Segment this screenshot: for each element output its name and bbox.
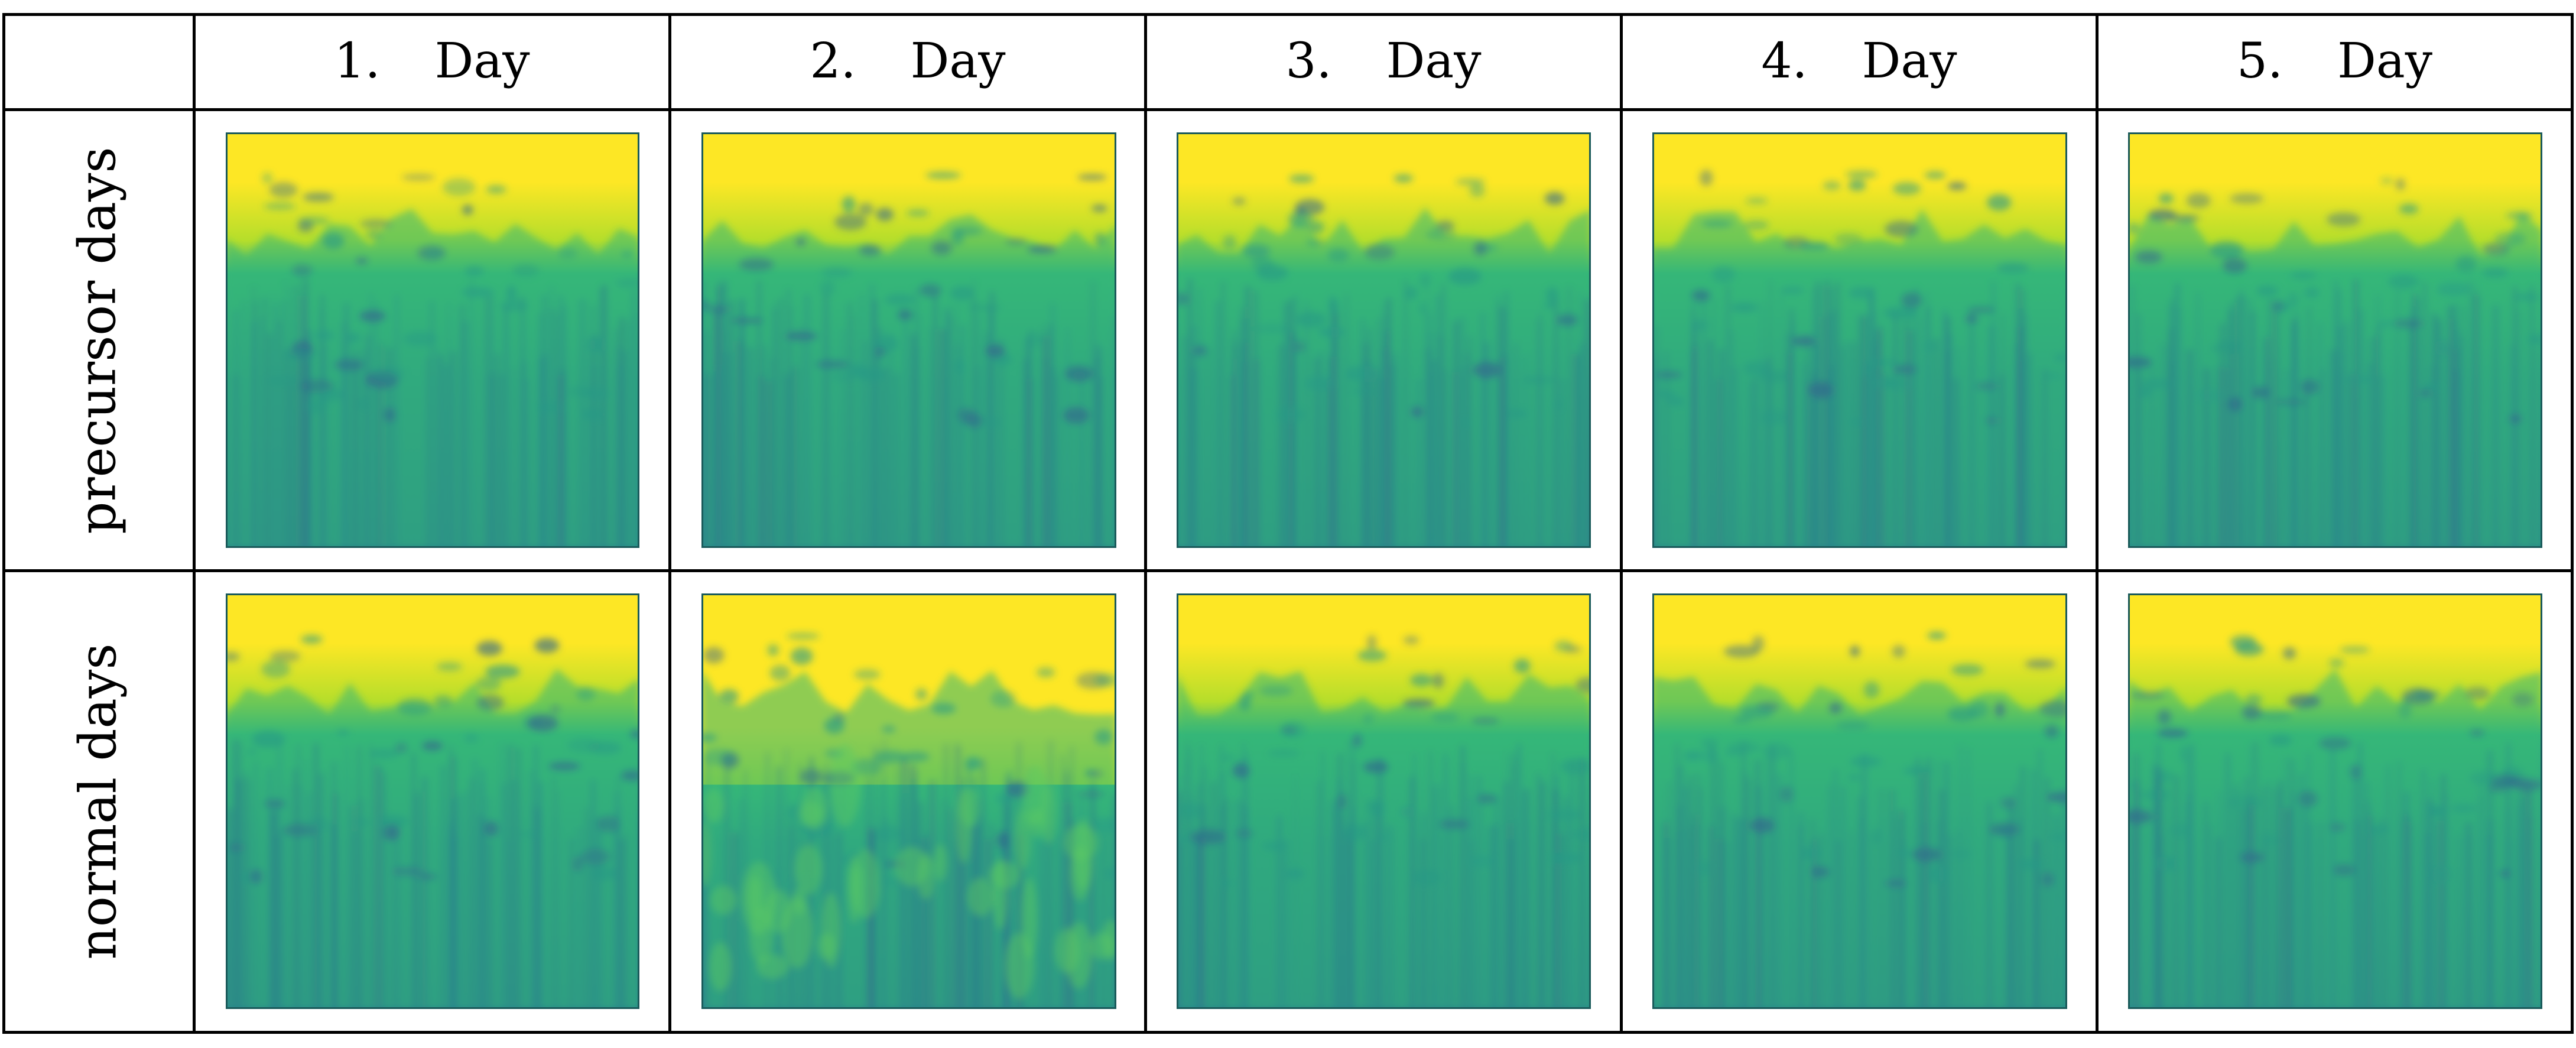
table-right-rule xyxy=(2571,13,2574,1034)
spectrogram-precursor-day-5 xyxy=(2128,132,2542,548)
spectrogram-normal-day-4 xyxy=(1652,593,2067,1009)
column-number: 2. xyxy=(810,33,856,89)
column-header-day-1: 1. Day xyxy=(196,13,668,109)
column-number: 1. xyxy=(334,33,381,89)
spectrogram-normal-day-2 xyxy=(701,593,1116,1009)
spectrogram-image xyxy=(701,132,1116,548)
spectrogram-image xyxy=(2128,593,2542,1009)
spectrogram-image xyxy=(1652,593,2067,1009)
spectrogram-image xyxy=(701,593,1116,1009)
spectrogram-image xyxy=(1177,593,1591,1009)
column-number: 3. xyxy=(1285,33,1332,89)
row-label-precursor-days: precursor days xyxy=(2,111,194,569)
column-label: Day xyxy=(910,33,1006,89)
spectrogram-normal-day-3 xyxy=(1177,593,1591,1009)
column-number: 5. xyxy=(2236,33,2283,89)
column-header-day-4: 4. Day xyxy=(1623,13,2096,109)
column-rule-3 xyxy=(1620,13,1623,1034)
column-header-day-5: 5. Day xyxy=(2099,13,2571,109)
column-rule-2 xyxy=(1144,13,1147,1034)
spectrogram-precursor-day-1 xyxy=(226,132,639,548)
spectrogram-image xyxy=(1177,132,1591,548)
column-number: 4. xyxy=(1761,33,1808,89)
spectrogram-image xyxy=(226,132,639,548)
spectrogram-image xyxy=(1652,132,2067,548)
header-rule xyxy=(2,108,2573,111)
column-label: Day xyxy=(1386,33,1482,89)
row-label-text: normal days xyxy=(69,643,128,960)
column-rule-4 xyxy=(2096,13,2099,1034)
column-label: Day xyxy=(434,33,530,89)
table-top-rule xyxy=(2,13,2573,16)
table-left-rule xyxy=(2,13,5,1034)
row-separator-rule xyxy=(2,569,2573,572)
column-label: Day xyxy=(1862,33,1957,89)
row-label-normal-days: normal days xyxy=(2,572,194,1031)
row-label-text: precursor days xyxy=(69,146,128,534)
column-label: Day xyxy=(2337,33,2433,89)
spectrogram-precursor-day-2 xyxy=(701,132,1116,548)
column-header-day-3: 3. Day xyxy=(1147,13,1620,109)
spectrogram-normal-day-5 xyxy=(2128,593,2542,1009)
column-rule-1 xyxy=(668,13,671,1034)
spectrogram-normal-day-1 xyxy=(226,593,639,1009)
spectrogram-image xyxy=(2128,132,2542,548)
spectrogram-precursor-day-4 xyxy=(1652,132,2067,548)
column-header-day-2: 2. Day xyxy=(671,13,1144,109)
table-bottom-rule xyxy=(2,1031,2573,1034)
spectrogram-precursor-day-3 xyxy=(1177,132,1591,548)
spectrogram-image xyxy=(226,593,639,1009)
label-column-rule xyxy=(193,13,196,1034)
